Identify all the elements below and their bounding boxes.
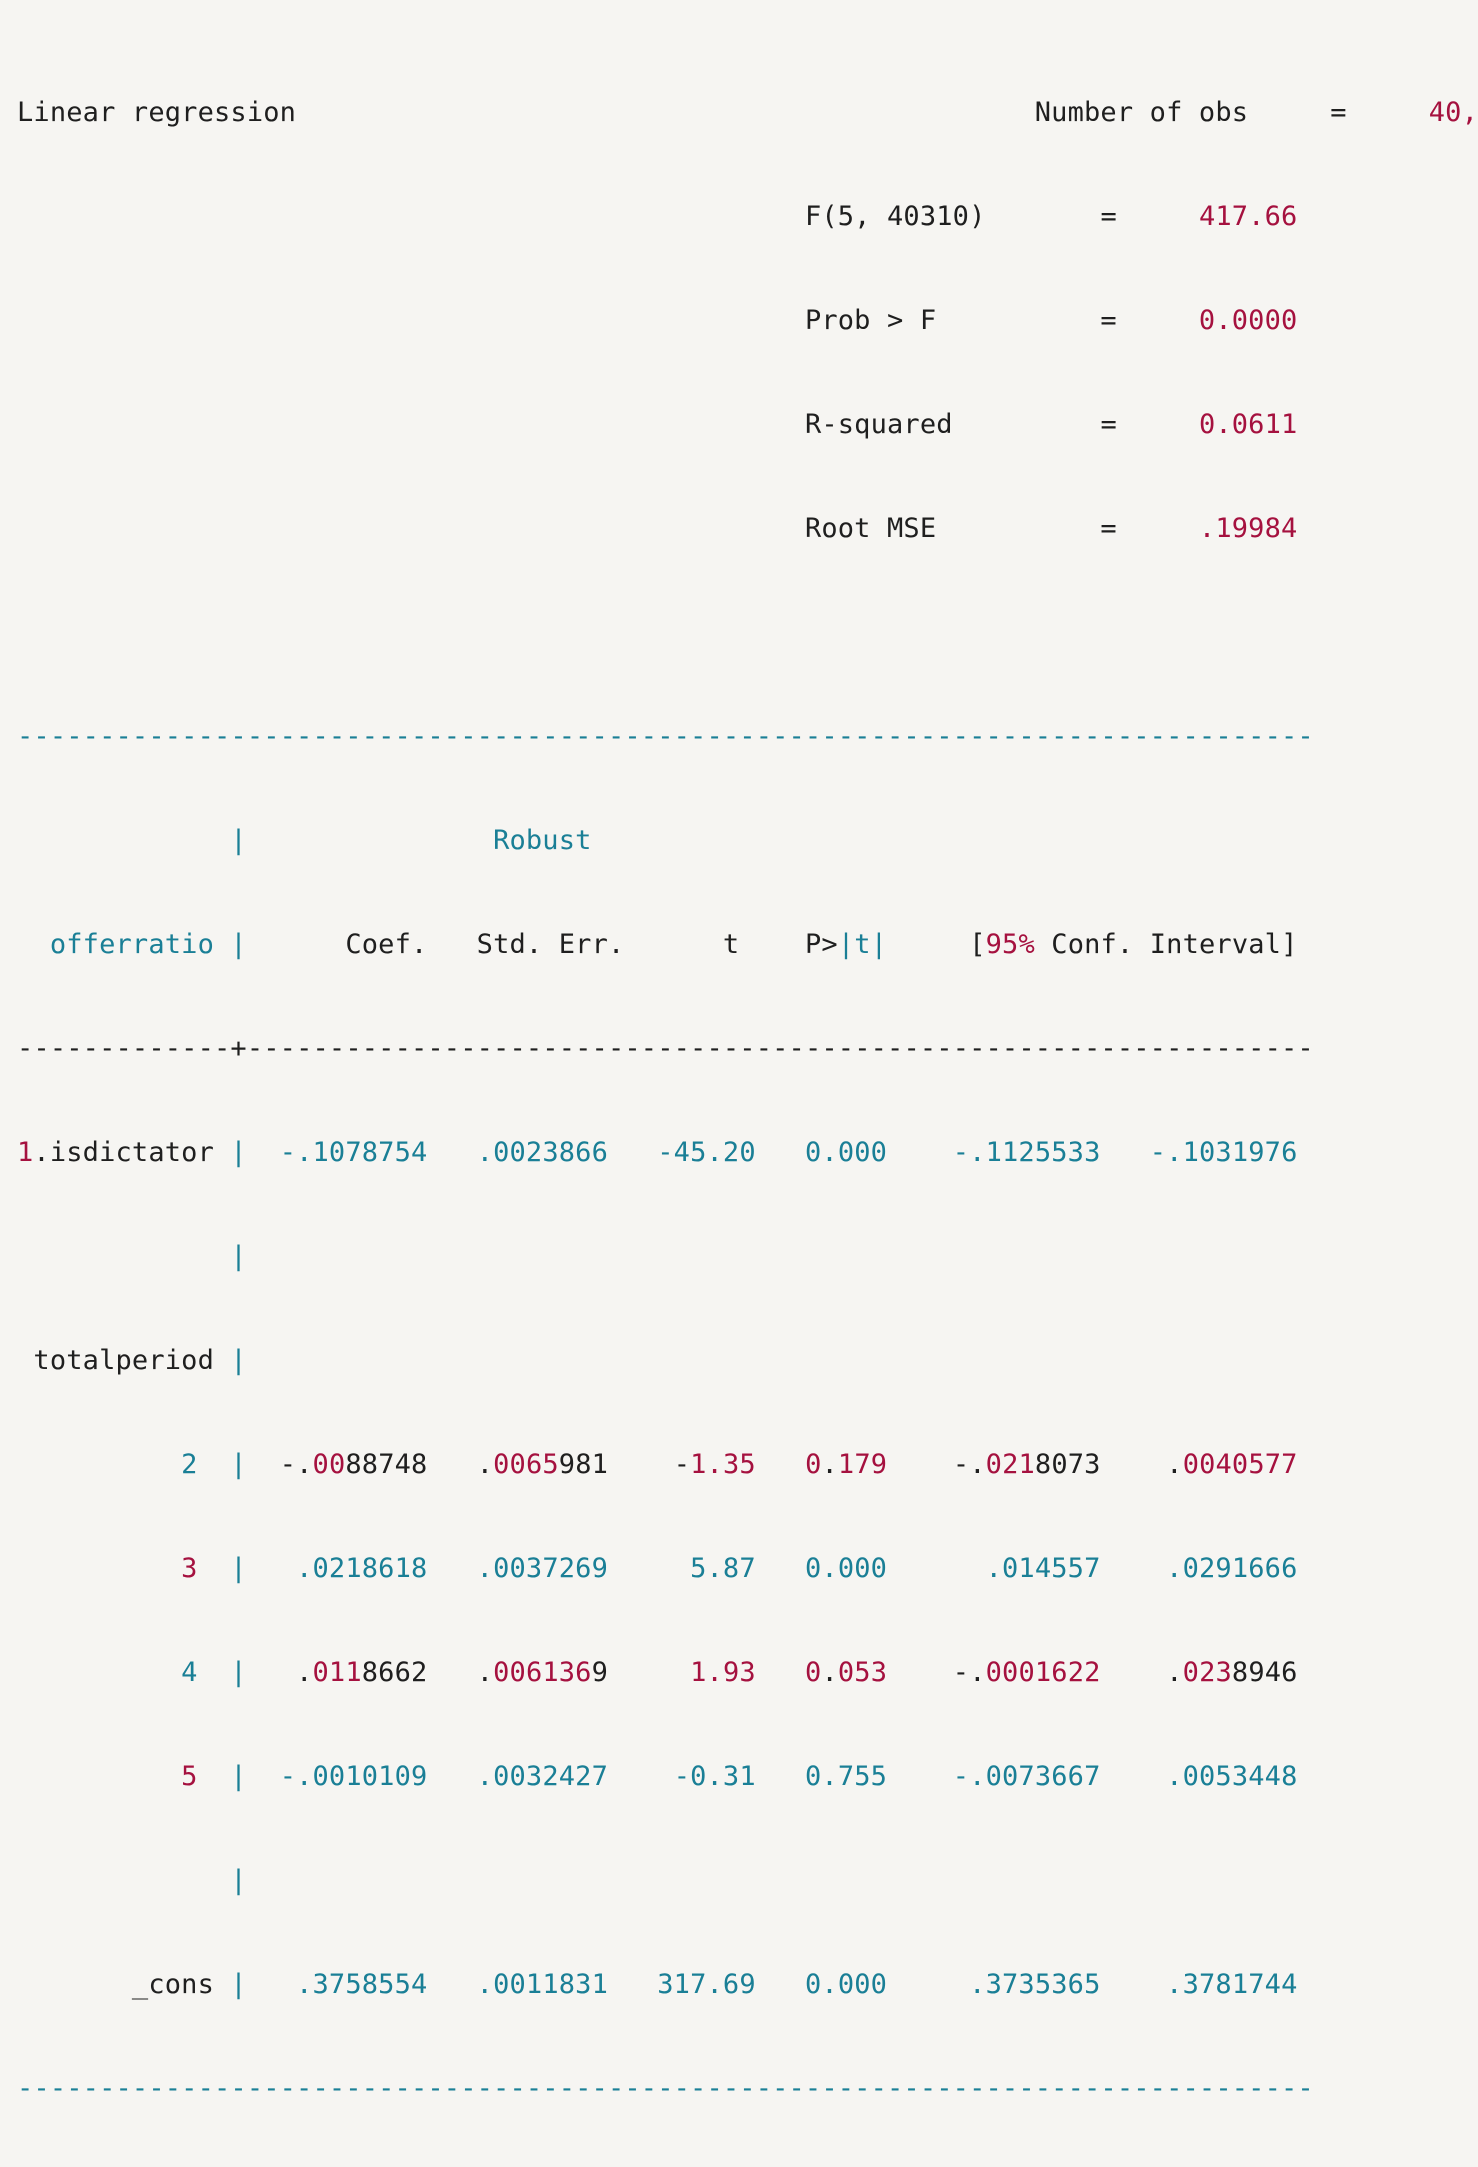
se-value: .0037269 xyxy=(476,1553,608,1584)
column-separator: | xyxy=(230,1137,247,1168)
stat-equals: = xyxy=(1100,305,1117,336)
ci-high: .3781744 xyxy=(1166,1969,1298,2000)
stat-label: R-squared xyxy=(804,409,953,440)
ci-low: -.0073667 xyxy=(952,1761,1101,1792)
row-label: 4 xyxy=(181,1657,198,1688)
column-separator: | xyxy=(230,1761,247,1792)
stat-value: 0.0611 xyxy=(1198,409,1298,440)
dependent-variable: offerratio xyxy=(49,929,214,960)
stat-equals: = xyxy=(1100,409,1117,440)
ci-low: .014557 xyxy=(985,1553,1101,1584)
coef-value: .3758554 xyxy=(296,1969,428,2000)
p-value: 0.000 xyxy=(805,1969,888,2000)
row-label-prefix: 1 xyxy=(17,1137,34,1168)
se-value: .0032427 xyxy=(476,1761,609,1792)
ci-high: .0291666 xyxy=(1166,1553,1298,1584)
ci-high: -.1031976 xyxy=(1149,1137,1298,1168)
header-t: t xyxy=(722,929,740,960)
coef-value: -.0010109 xyxy=(279,1761,428,1792)
rule-bottom: ----------------------------------------… xyxy=(17,2063,1478,2115)
stat-line: Root MSE = .19984 xyxy=(17,503,1478,555)
se-value: .0011831 xyxy=(476,1969,608,2000)
header-p-prefix: P> xyxy=(805,929,838,960)
column-separator: | xyxy=(230,929,247,960)
title-line: Linear regression Number of obs = 40,316 xyxy=(17,87,1478,139)
group-label: totalperiod xyxy=(33,1345,214,1376)
column-separator: | xyxy=(230,1553,247,1584)
stat-value: 40,316 xyxy=(1428,97,1478,128)
table-spacer: | xyxy=(17,1855,1478,1907)
rule-top-dashes: ----------------------------------------… xyxy=(17,721,1314,752)
row-label: .isdictator xyxy=(33,1137,214,1168)
header-line-1: | Robust xyxy=(17,815,1478,867)
stat-label: Prob > F xyxy=(804,305,937,336)
table-row: 2 | -.0088748 .0065981 -1.35 0.179 -.021… xyxy=(181,1449,1298,1480)
header-ci-open: [ xyxy=(969,929,986,960)
t-value: 5.87 xyxy=(690,1553,756,1584)
output-title: Linear regression xyxy=(17,97,297,128)
blank-line xyxy=(17,607,1478,659)
table-row: 4 | .0118662 .0061369 1.93 0.053 -.00016… xyxy=(181,1657,1298,1688)
table-row: 3 | .0218618 .0037269 5.87 0.000 .014557… xyxy=(17,1543,1478,1595)
robust-label: Robust xyxy=(493,825,592,856)
column-separator: | xyxy=(230,1657,247,1688)
table-row: 5 | -.0010109 .0032427 -0.31 0.755 -.007… xyxy=(17,1751,1478,1803)
row-label: 5 xyxy=(181,1761,198,1792)
t-value: -45.20 xyxy=(657,1137,756,1168)
stat-equals: = xyxy=(1330,97,1347,128)
header-ci-level: 95% xyxy=(985,929,1035,960)
ci-high: .0053448 xyxy=(1166,1761,1298,1792)
p-value: 0.000 xyxy=(805,1553,888,1584)
group-row: totalperiod | xyxy=(17,1335,1478,1387)
column-separator: | xyxy=(230,1969,247,2000)
stat-label: Number of obs xyxy=(1034,97,1249,128)
table-row: _cons | .3758554 .0011831 317.69 0.000 .… xyxy=(17,1959,1478,2011)
se-value: .0023866 xyxy=(476,1137,609,1168)
rule-mid-right: ----------------------------------------… xyxy=(246,1033,1314,1064)
row-label: 2 xyxy=(181,1449,198,1480)
coef-value: -.1078754 xyxy=(279,1137,428,1168)
stat-value: 0.0000 xyxy=(1198,305,1298,336)
header-ci-text: Conf. Interval] xyxy=(1034,929,1298,960)
stat-label: Root MSE xyxy=(804,513,937,544)
stat-label: F(5, 40310) xyxy=(804,201,986,232)
column-separator: | xyxy=(230,1865,247,1896)
ci-low: -.1125533 xyxy=(952,1137,1101,1168)
column-separator: | xyxy=(230,1345,247,1376)
ci-low: .3735365 xyxy=(969,1969,1101,2000)
stat-line: Prob > F = 0.0000 xyxy=(17,295,1478,347)
column-separator: | xyxy=(230,1449,247,1480)
stat-line: F(5, 40310) = 417.66 xyxy=(17,191,1478,243)
stat-equals: = xyxy=(1100,201,1117,232)
column-separator: | xyxy=(230,825,247,856)
rule-mid: -------------+--------------------------… xyxy=(17,1023,1478,1075)
rule-top: ----------------------------------------… xyxy=(17,711,1478,763)
table-spacer: | xyxy=(17,1231,1478,1283)
stat-equals: = xyxy=(1100,513,1117,544)
table-row: 1.isdictator | -.1078754 .0023866 -45.20… xyxy=(17,1127,1478,1179)
t-value: -0.31 xyxy=(673,1761,756,1792)
p-value: 0.755 xyxy=(805,1761,888,1792)
rule-mid-plus: + xyxy=(230,1033,247,1064)
rule-bottom-dashes: ----------------------------------------… xyxy=(17,2073,1314,2104)
stat-line: R-squared = 0.0611 xyxy=(17,399,1478,451)
row-label: 3 xyxy=(181,1553,198,1584)
stat-value: .19984 xyxy=(1198,513,1298,544)
header-std-err: Std. Err. xyxy=(476,929,625,960)
column-separator: | xyxy=(230,1241,247,1272)
header-p-abs: |t| xyxy=(837,929,888,960)
t-value: 317.69 xyxy=(657,1969,756,2000)
p-value: 0.000 xyxy=(805,1137,888,1168)
rule-mid-left: ------------- xyxy=(17,1033,231,1064)
regression-output: Linear regression Number of obs = 40,316… xyxy=(17,0,1478,2167)
coef-value: .0218618 xyxy=(296,1553,428,1584)
row-label: _cons xyxy=(131,1969,214,2000)
header-line-2: offerratio | Coef. Std. Err. t P>|t| [95… xyxy=(17,919,1478,971)
header-coef: Coef. xyxy=(345,929,428,960)
stat-value: 417.66 xyxy=(1198,201,1298,232)
